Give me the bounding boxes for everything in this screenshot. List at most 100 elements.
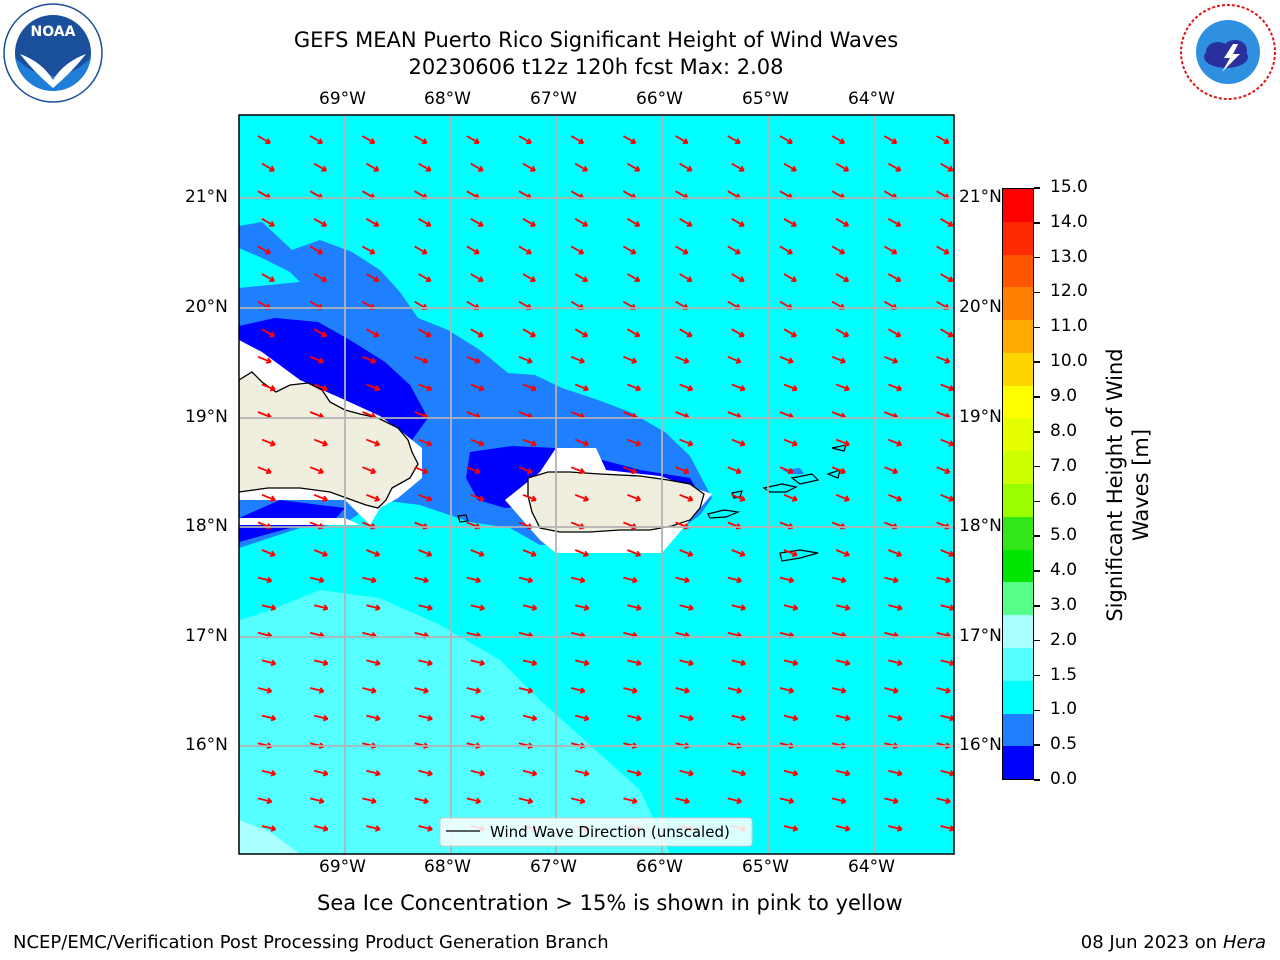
wind-wave-arrow [418, 659, 433, 667]
wind-wave-arrow [362, 576, 377, 584]
wind-wave-arrow [731, 218, 745, 227]
footer-date: 08 Jun 2023 on Hera [1081, 932, 1266, 953]
wind-wave-arrow [884, 576, 899, 584]
colorbar-tick-mark [1034, 222, 1040, 224]
wind-wave-arrow [940, 438, 954, 447]
wind-wave-arrow [783, 493, 798, 502]
wind-wave-arrow [313, 493, 328, 502]
wind-wave-arrow [627, 604, 642, 611]
wind-wave-arrow [518, 135, 532, 144]
colorbar-segment [1003, 582, 1033, 616]
wind-wave-arrow [309, 135, 324, 144]
wind-wave-arrow [470, 383, 485, 392]
wind-wave-arrow [313, 769, 329, 777]
colorbar-tick-label: 0.5 [1050, 734, 1078, 755]
wind-wave-arrow [522, 493, 537, 502]
wind-wave-arrow [783, 714, 799, 722]
wind-wave-arrow [679, 328, 693, 338]
wind-wave-arrow [831, 797, 847, 805]
wind-wave-arrow [261, 273, 275, 282]
wind-wave-arrow [366, 714, 381, 722]
lon-label-bottom: 65°W [742, 857, 789, 877]
wind-wave-arrow [313, 549, 328, 557]
colorbar-tick-label: 1.0 [1050, 699, 1078, 720]
colorbar-tick-label: 0.0 [1050, 769, 1078, 789]
wind-wave-arrow [361, 245, 376, 255]
lat-label-right: 21°N [959, 187, 1002, 207]
wind-wave-arrow [470, 493, 485, 502]
wind-wave-arrow [679, 549, 694, 557]
wind-wave-arrow [940, 218, 954, 227]
wind-wave-arrow [783, 549, 798, 557]
colorbar-segment [1003, 189, 1033, 222]
wind-wave-arrow [261, 714, 277, 722]
wind-wave-arrow [731, 273, 745, 282]
lon-label-bottom: 69°W [319, 857, 366, 877]
colorbar [1002, 188, 1034, 780]
wind-wave-arrow [418, 769, 433, 777]
wind-wave-arrow [418, 383, 433, 392]
colorbar-ticks: 15.0 14.0 13.0 12.0 11.0 10.0 9.0 8.0 7.0 6.0 5.0 4… [1034, 177, 1114, 789]
wind-wave-arrow [418, 273, 432, 282]
colorbar-tick-mark [1034, 639, 1040, 642]
wind-wave-arrow [522, 438, 537, 447]
wind-wave-arrow [626, 162, 641, 172]
wind-wave-arrow [574, 273, 589, 282]
wind-wave-arrow [940, 328, 954, 338]
wind-wave-arrow [309, 466, 324, 475]
colorbar-tick-label: 11.0 [1050, 316, 1088, 337]
wind-wave-arrow [470, 162, 484, 172]
wind-wave-arrow [261, 493, 276, 502]
colorbar-segment [1003, 451, 1033, 485]
wind-wave-arrow [362, 355, 377, 364]
wind-wave-arrow [261, 162, 275, 172]
wind-wave-arrow [261, 549, 276, 557]
wind-wave-arrow [831, 355, 846, 364]
colorbar-segment [1003, 254, 1033, 288]
wind-wave-arrow [623, 687, 638, 694]
wind-wave-arrow [783, 825, 799, 832]
lat-label-left: 19°N [185, 407, 228, 427]
wind-wave-arrow [831, 135, 846, 144]
wind-wave-arrow [626, 328, 641, 338]
wind-wave-arrow [570, 687, 586, 694]
wind-wave-arrow [675, 576, 690, 584]
graticule [239, 115, 954, 854]
wind-wave-arrow [627, 549, 642, 557]
wind-wave-arrow [731, 328, 745, 338]
wind-wave-arrow [313, 273, 328, 282]
colorbar-tick-label: 3.0 [1050, 594, 1078, 615]
colorbar-label-line2: Waves [m] [1129, 428, 1153, 542]
wind-wave-arrow [887, 162, 902, 172]
wind-wave-arrow [522, 769, 538, 777]
wind-wave-arrow [888, 438, 903, 447]
wind-wave-arrow [936, 135, 950, 144]
wind-wave-arrow [574, 438, 589, 447]
wind-wave-arrow [731, 549, 746, 557]
wind-wave-arrow [936, 355, 951, 364]
wind-wave-arrow [679, 162, 693, 172]
wind-wave-arrow [623, 797, 638, 805]
legend-label: Wind Wave Direction (unscaled) [490, 823, 730, 841]
wind-wave-arrow [414, 797, 429, 805]
colorbar-segment [1003, 647, 1033, 681]
wind-wave-arrow [261, 328, 275, 338]
wind-wave-arrow [466, 355, 481, 364]
wind-wave-arrow [574, 218, 589, 227]
wind-wave-arrow [884, 797, 899, 805]
colorbar-tick-label: 4.0 [1050, 560, 1078, 581]
wind-wave-arrow [313, 659, 329, 667]
lat-label-right: 16°N [959, 735, 1002, 755]
wind-wave-arrow [470, 769, 486, 777]
island-st-croix [779, 549, 819, 562]
wind-wave-arrow [470, 438, 485, 447]
wind-wave-arrow [622, 135, 637, 144]
wind-wave-arrow [466, 576, 482, 584]
wind-wave-arrow [470, 273, 484, 282]
wind-wave-arrow [470, 218, 484, 227]
wind-wave-arrow [835, 769, 851, 777]
wind-wave-arrow [574, 493, 589, 502]
wind-wave-arrow [883, 245, 898, 255]
wind-wave-arrow [679, 383, 694, 392]
